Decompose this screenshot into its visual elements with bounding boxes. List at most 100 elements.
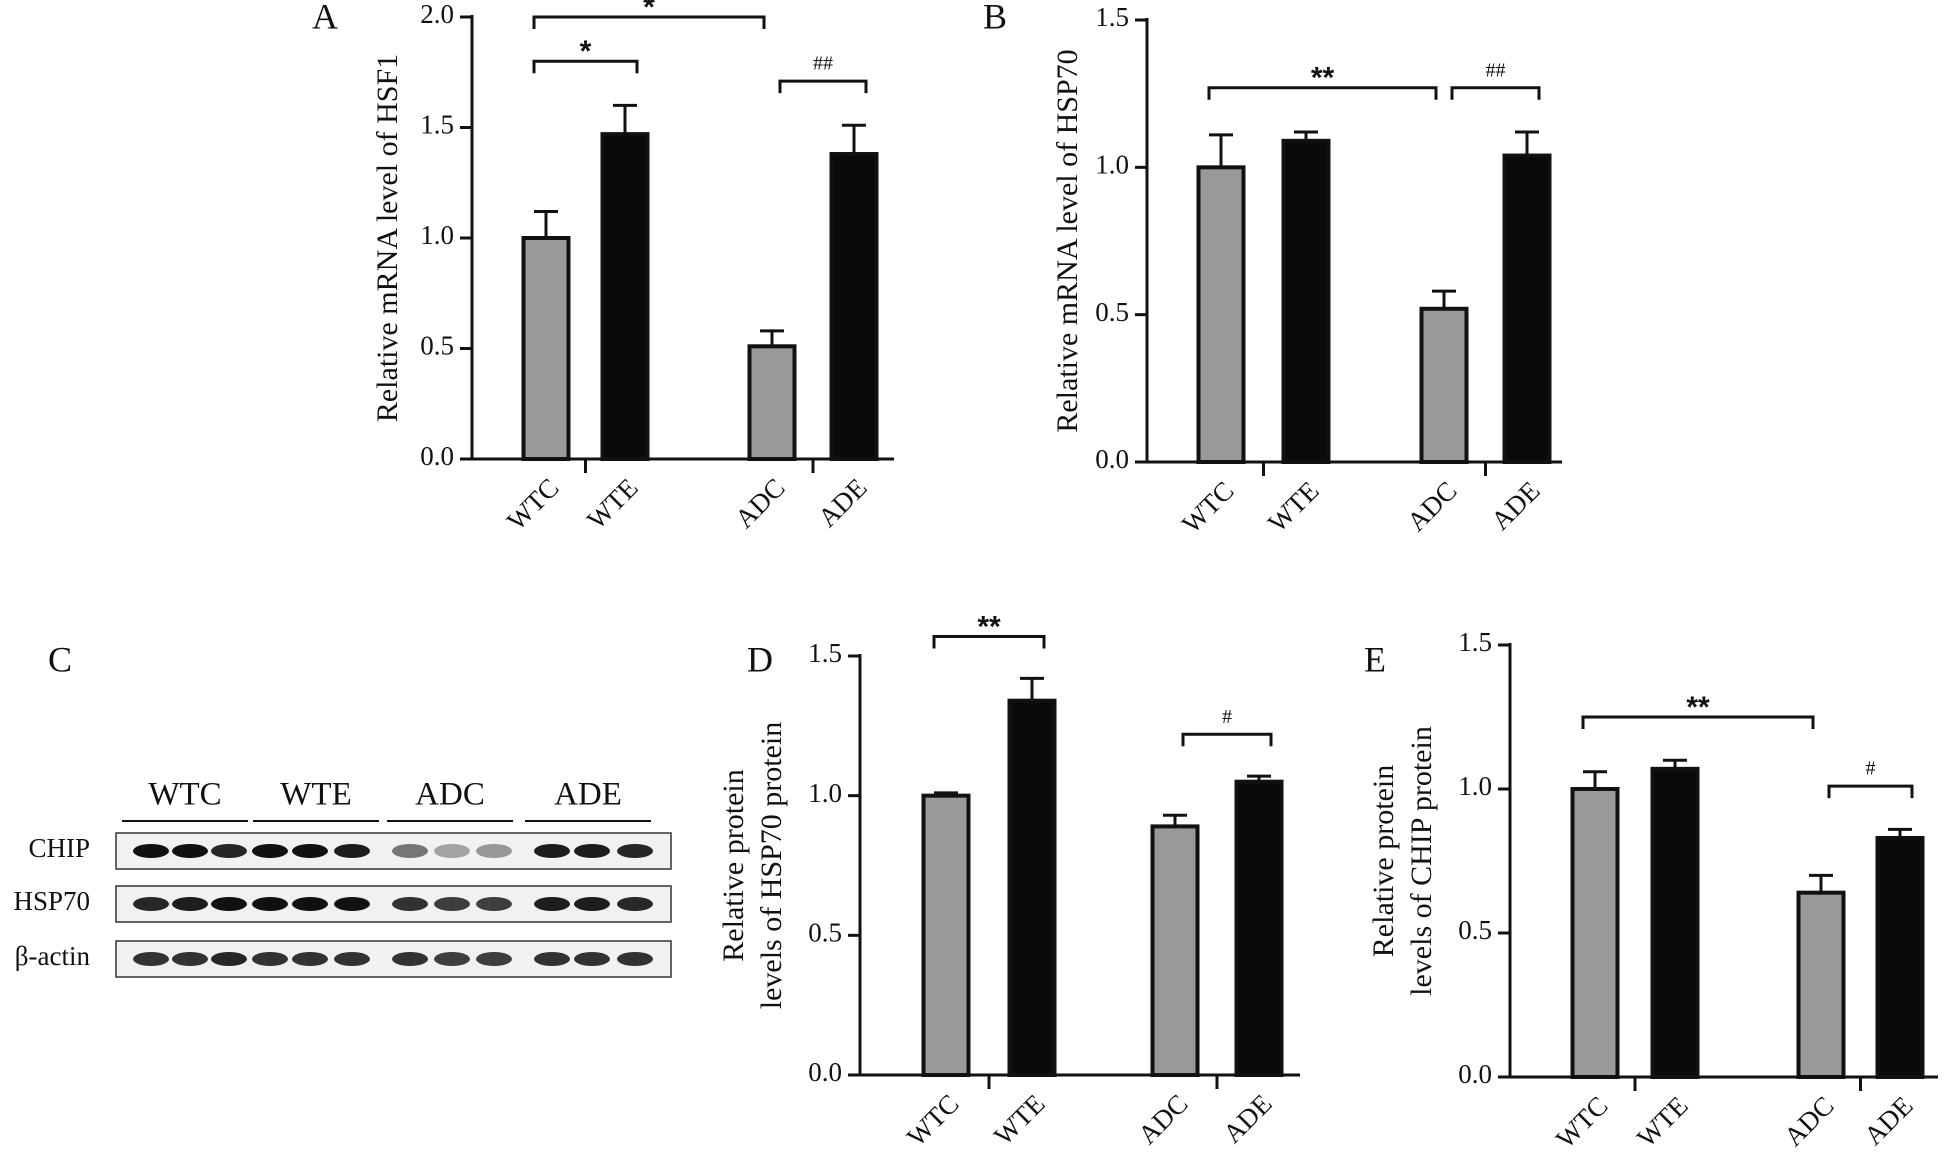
y-tick-label: 1.0: [1458, 771, 1492, 801]
bar: [1234, 779, 1284, 1077]
panel-label: C: [48, 639, 72, 679]
bar: [1650, 766, 1700, 1080]
significance-bracket: [532, 59, 639, 74]
blot-band: [574, 897, 610, 911]
y-axis-label: Relative protein: [717, 769, 750, 961]
significance-label: *: [580, 35, 592, 68]
x-tick-label: WTE: [1631, 1090, 1694, 1153]
x-tick-label: WTC: [1550, 1090, 1614, 1154]
y-tick-label: 0.5: [808, 918, 842, 948]
x-tick-label: ADC: [1778, 1090, 1840, 1152]
y-axis-label: levels of HSP70 protein: [755, 722, 788, 1009]
blot-band: [334, 844, 370, 858]
blot-band: [292, 844, 328, 858]
bar: [1007, 698, 1057, 1078]
blot-band: [172, 844, 208, 858]
y-tick-label: 1.5: [808, 638, 842, 668]
significance-bracket: [1827, 784, 1914, 799]
row-label: HSP70: [13, 886, 90, 916]
y-tick-label: 1.0: [1095, 150, 1129, 180]
x-tick-label: WTE: [1262, 475, 1325, 538]
significance-label: #: [1222, 706, 1232, 728]
lane-group-label: ADE: [554, 777, 622, 813]
panel-label: A: [312, 0, 338, 36]
y-axis-label: Relative protein: [1367, 765, 1400, 957]
bar: [747, 344, 797, 462]
y-tick-label: 1.5: [1458, 627, 1492, 657]
y-tick-label: 0.5: [420, 331, 454, 361]
lane-group-label: WTC: [148, 777, 221, 813]
blot-band: [392, 844, 428, 858]
blot-band: [476, 844, 512, 858]
significance-label: *: [643, 0, 655, 24]
blot-band: [534, 844, 570, 858]
blot-band: [617, 897, 653, 911]
significance-label: **: [1311, 62, 1335, 95]
significance-bracket: [778, 79, 868, 94]
significance-bracket: [1181, 732, 1273, 747]
bar: [829, 152, 879, 462]
blot-band: [434, 952, 470, 966]
blot-band: [252, 952, 288, 966]
blot-band: [392, 897, 428, 911]
x-tick-label: ADE: [1858, 1090, 1918, 1150]
blot-band: [617, 844, 653, 858]
x-tick-label: ADC: [1132, 1088, 1194, 1150]
panel-label: B: [983, 0, 1007, 36]
bar: [1196, 165, 1246, 464]
significance-bracket: [1581, 715, 1815, 729]
blot-band: [574, 844, 610, 858]
panel-label: D: [747, 639, 773, 679]
blot-band: [476, 897, 512, 911]
y-axis-label: levels of CHIP protein: [1405, 726, 1438, 996]
significance-label: #: [1866, 758, 1876, 780]
significance-label: ##: [1486, 59, 1506, 81]
x-tick-label: ADC: [1401, 475, 1463, 537]
bar: [600, 132, 650, 461]
significance-bracket: [1450, 86, 1541, 100]
blot-band: [617, 952, 653, 966]
blot-band: [211, 952, 247, 966]
bar: [1281, 138, 1331, 465]
bar: [1150, 824, 1200, 1077]
x-tick-label: WTC: [1176, 475, 1240, 539]
significance-label: **: [977, 610, 1001, 643]
y-tick-label: 0.0: [808, 1057, 842, 1087]
y-tick-label: 0.5: [1458, 915, 1492, 945]
y-axis-label: Relative mRNA level of HSF1: [371, 54, 404, 422]
row-label: CHIP: [28, 833, 90, 863]
blot-band: [211, 844, 247, 858]
y-tick-label: 2.0: [420, 0, 454, 29]
blot-band: [292, 897, 328, 911]
blot-band: [252, 844, 288, 858]
y-tick-label: 0.5: [1095, 297, 1129, 327]
lane-group-label: ADC: [415, 777, 485, 813]
blot-band: [534, 952, 570, 966]
bar: [1570, 787, 1620, 1079]
blot-band: [172, 952, 208, 966]
blot-band: [434, 844, 470, 858]
bar: [1419, 306, 1469, 465]
y-tick-label: 1.0: [808, 778, 842, 808]
x-tick-label: ADE: [1217, 1088, 1277, 1148]
significance-bracket: [532, 15, 766, 29]
significance-label: ##: [813, 53, 833, 75]
y-tick-label: 1.5: [1095, 2, 1129, 32]
row-label: β-actin: [15, 941, 91, 971]
blot-band: [392, 952, 428, 966]
bar: [1502, 153, 1552, 464]
significance-bracket: [932, 634, 1046, 649]
blot-band: [334, 897, 370, 911]
bar: [921, 793, 971, 1078]
blot-band: [252, 897, 288, 911]
blot-band: [172, 897, 208, 911]
blot-band: [534, 897, 570, 911]
y-tick-label: 1.5: [420, 110, 454, 140]
x-tick-label: WTC: [501, 472, 565, 536]
blot-band: [292, 952, 328, 966]
bar: [521, 236, 571, 461]
y-axis-label: Relative mRNA level of HSP70: [1051, 49, 1084, 432]
x-tick-label: WTC: [901, 1088, 965, 1152]
x-tick-label: ADE: [812, 472, 872, 532]
